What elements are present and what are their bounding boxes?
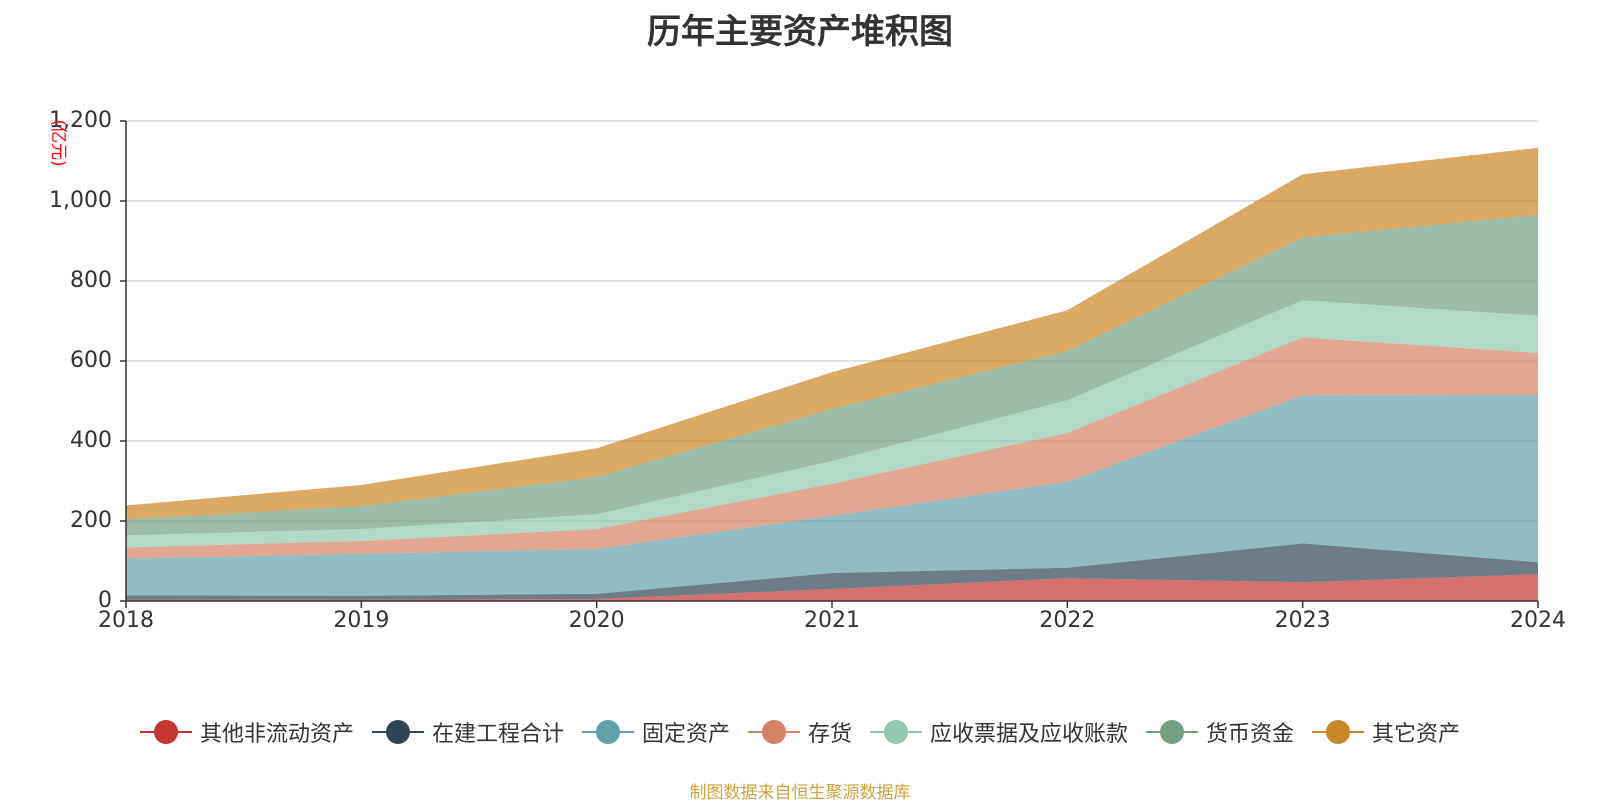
legend-label: 其它资产 — [1372, 722, 1461, 747]
legend-item[interactable]: 货币资金 — [1146, 716, 1294, 748]
area-在建工程合计 — [126, 543, 1538, 600]
legend-item[interactable]: 固定资产 — [581, 716, 730, 748]
area-固定资产 — [126, 395, 1538, 596]
legend-label: 应收票据及应收账款 — [930, 722, 1129, 747]
legend: 其他非流动资产 在建工程合计 固定资产 存货 应收票据及应收账款 货币资金 其它资产 — [0, 716, 1600, 748]
legend-item[interactable]: 存货 — [747, 716, 852, 748]
area-其它资产 — [126, 147, 1538, 520]
legend-item[interactable]: 应收票据及应收账款 — [870, 716, 1128, 748]
legend-label: 固定资产 — [641, 722, 730, 747]
legend-label: 存货 — [807, 722, 852, 747]
x-tick-label: 2024 — [1510, 608, 1566, 633]
legend-marker-icon — [139, 720, 192, 744]
legend-marker-icon — [1146, 720, 1199, 744]
y-tick-label: 800 — [70, 268, 112, 293]
axes: 0 200 400 600 800 1,000 1,200 2018 2019 2020 2021 2… — [49, 108, 1566, 633]
x-tick-label: 2020 — [569, 608, 625, 633]
area-应收票据及应收账款 — [126, 300, 1538, 548]
area-货币资金 — [126, 215, 1538, 536]
legend-item[interactable]: 在建工程合计 — [371, 716, 564, 748]
y-tick-label: 1,200 — [49, 108, 112, 133]
chart-title: 历年主要资产堆积图 — [647, 12, 953, 52]
legend-marker-icon — [870, 720, 922, 744]
x-tick-label: 2018 — [98, 608, 154, 633]
y-tick-label: 1,000 — [49, 188, 112, 213]
legend-label: 货币资金 — [1206, 722, 1295, 747]
area-存货 — [126, 337, 1538, 559]
area-series — [126, 147, 1538, 601]
area-其他非流动资产 — [126, 574, 1538, 601]
y-tick-label: 200 — [70, 508, 112, 533]
x-tick-label: 2023 — [1275, 608, 1331, 633]
legend-label: 其他非流动资产 — [199, 722, 354, 747]
y-tick-label: 600 — [70, 348, 112, 373]
legend-marker-icon — [747, 720, 800, 744]
x-tick-label: 2021 — [804, 608, 860, 633]
y-axis-unit-label: (亿元) — [48, 119, 68, 166]
x-tick-label: 2019 — [333, 608, 389, 633]
source-note: 制图数据来自恒生聚源数据库 — [689, 783, 911, 803]
legend-marker-icon — [371, 720, 424, 744]
legend-item[interactable]: 其它资产 — [1312, 716, 1460, 748]
legend-label: 在建工程合计 — [431, 722, 564, 747]
y-tick-label: 400 — [70, 428, 112, 453]
legend-marker-icon — [1312, 720, 1365, 744]
x-tick-label: 2022 — [1039, 608, 1095, 633]
legend-marker-icon — [581, 720, 634, 744]
y-tick-label: 0 — [98, 588, 112, 613]
legend-item[interactable]: 其他非流动资产 — [139, 716, 354, 748]
